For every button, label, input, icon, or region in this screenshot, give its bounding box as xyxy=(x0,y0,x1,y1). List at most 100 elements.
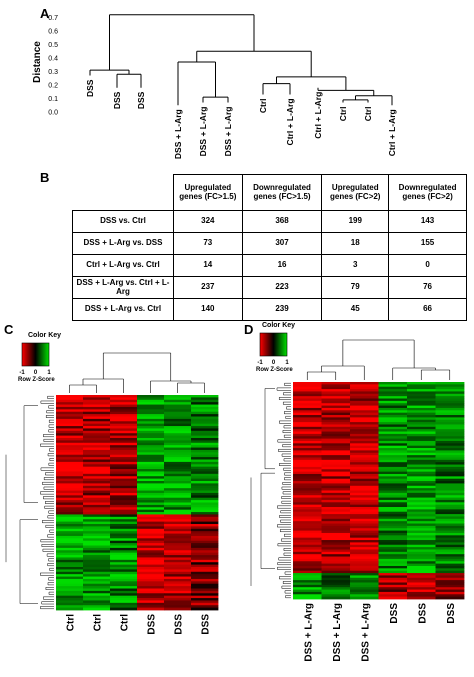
heatmap-cell xyxy=(110,471,138,475)
heatmap-cell xyxy=(164,473,192,477)
heatmap-cell xyxy=(56,562,84,566)
table-header: Downregulated genes (FC>1.5) xyxy=(241,174,323,211)
table-row: DSS + L-Arg vs. Ctrl 140 239 45 66 xyxy=(72,298,467,321)
heatmap-cell xyxy=(110,538,138,542)
heatmap-cell xyxy=(110,500,138,503)
heatmap-cell xyxy=(164,504,192,508)
heatmap-cell xyxy=(110,607,138,611)
heatmap-cell xyxy=(110,454,138,458)
heatmap-cell xyxy=(137,564,165,568)
table-row: DSS vs. Ctrl 324 368 199 143 xyxy=(72,210,467,233)
panel-a-branches xyxy=(89,14,393,106)
heatmap-cell xyxy=(110,416,138,420)
heatmap-cell xyxy=(137,442,165,446)
heatmap-cell xyxy=(164,552,192,556)
heatmap-cell xyxy=(110,583,138,587)
heatmap-cell xyxy=(191,449,219,453)
heatmap-cell xyxy=(164,497,192,501)
heatmap-cell xyxy=(137,492,165,496)
heatmap-cell xyxy=(191,409,219,413)
heatmap-cell xyxy=(110,435,138,439)
heatmap-cell xyxy=(137,464,165,468)
heatmap-cell xyxy=(164,438,192,441)
heatmap-cell xyxy=(56,500,84,503)
table-cell: 155 xyxy=(388,232,467,255)
heatmap-cell xyxy=(191,531,219,534)
heatmap-cell xyxy=(110,404,138,408)
heatmap-cell xyxy=(164,464,192,468)
heatmap-cell xyxy=(191,457,219,460)
heatmap-cell xyxy=(164,586,192,589)
heatmap-cell xyxy=(191,469,219,472)
heatmap-cell xyxy=(164,524,192,527)
heatmap-cell xyxy=(83,578,111,582)
heatmap-cell xyxy=(56,459,84,463)
heatmap-cell xyxy=(110,476,138,480)
heatmap-cell xyxy=(191,519,219,523)
heatmap-cell xyxy=(191,435,219,439)
color-key-tick: -1 xyxy=(19,370,25,376)
heatmap-cell xyxy=(56,516,84,520)
panel-a-yaxis: 0.0 0.1 0.2 0.3 0.4 0.5 0.6 0.7 xyxy=(48,15,58,117)
heatmap-cell xyxy=(110,567,138,570)
heatmap-cell xyxy=(110,543,138,546)
heatmap-cell xyxy=(137,543,165,546)
heatmap-cell xyxy=(191,588,219,592)
y-tick-label: 0.2 xyxy=(48,83,58,90)
heatmap-cell xyxy=(56,438,84,441)
heatmap-cell xyxy=(191,595,219,599)
heatmap-cell xyxy=(110,552,138,556)
heatmap-cell xyxy=(191,404,219,408)
table-header: Upregulated genes (FC>2) xyxy=(321,174,390,211)
heatmap-cell xyxy=(137,469,165,472)
heatmap-cell xyxy=(56,528,84,532)
heatmap-cell xyxy=(137,452,165,456)
heatmap-cell xyxy=(191,524,219,527)
heatmap-cell xyxy=(110,557,138,561)
heatmap-cell xyxy=(83,457,111,460)
heatmap-cell xyxy=(137,524,165,527)
heatmap-cell xyxy=(56,552,84,556)
heatmap-cell xyxy=(137,581,165,585)
heatmap-cell xyxy=(56,466,84,470)
heatmap-cell xyxy=(83,445,111,448)
color-key-label: Row Z-Score xyxy=(18,377,55,383)
heatmap-cell xyxy=(191,500,219,503)
heatmap-cell xyxy=(56,595,84,599)
table-row: DSS + L-Arg vs. DSS 73 307 18 155 xyxy=(72,232,467,255)
heatmap-cell xyxy=(191,533,219,537)
heatmap-cell xyxy=(110,485,138,489)
heatmap-cell xyxy=(137,578,165,582)
heatmap-cell xyxy=(191,581,219,585)
row-label: DSS + L-Arg vs. Ctrl xyxy=(72,298,174,321)
heatmap-cell xyxy=(110,531,138,534)
heatmap-cell xyxy=(164,595,192,599)
leaf-label: DSS xyxy=(136,91,146,109)
heatmap-cell xyxy=(110,497,138,501)
heatmap-cell xyxy=(83,547,111,551)
heatmap-cell xyxy=(56,497,84,501)
heatmap-cell xyxy=(191,445,219,448)
heatmap-cell xyxy=(164,459,192,463)
table-header-row: Upregulated genes (FC>1.5) Downregulated… xyxy=(72,174,467,211)
heatmap-cell xyxy=(83,562,111,566)
heatmap-cell xyxy=(164,557,192,561)
heatmap-cell xyxy=(110,433,138,437)
heatmap-cell xyxy=(56,488,84,491)
heatmap-cell xyxy=(83,418,111,422)
heatmap-cell xyxy=(56,397,84,401)
heatmap-cell xyxy=(83,550,111,554)
color-key-title: Color Key xyxy=(28,332,61,339)
heatmap-cell xyxy=(110,533,138,537)
heatmap-cell xyxy=(110,464,138,468)
heatmap-cell xyxy=(110,411,138,415)
heatmap-cell xyxy=(83,423,111,427)
heatmap-cell xyxy=(56,454,84,458)
heatmap-cell xyxy=(137,416,165,420)
panel-a-leaf-labels: DSS DSS DSS DSS + L-Arg DSS + L-Arg DSS + L-A… xyxy=(85,79,397,159)
color-key-gradient xyxy=(21,342,50,367)
panel-c-cells xyxy=(56,395,219,611)
heatmap-cell xyxy=(56,406,84,410)
heatmap-cell xyxy=(110,588,138,592)
